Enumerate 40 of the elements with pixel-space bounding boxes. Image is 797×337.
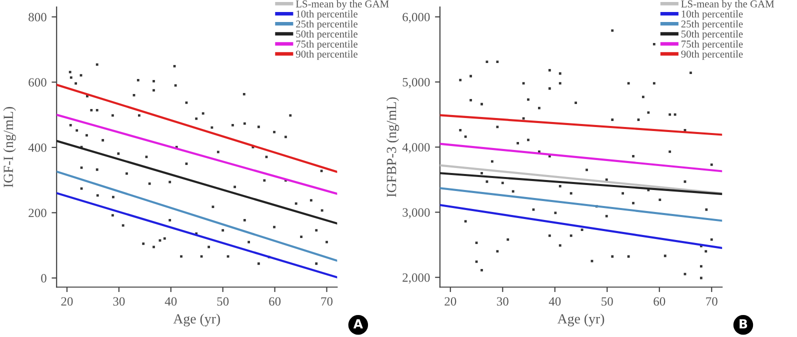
legend-label: LS-mean by the GAM: [681, 0, 774, 10]
x-tick-label: 50: [602, 297, 613, 306]
legend-label: 90th percentile: [296, 50, 358, 60]
y-tick-label: 800: [28, 12, 46, 22]
text: B: [740, 319, 748, 328]
legend-label: 50th percentile: [682, 30, 743, 40]
x-tick-label: 20: [444, 297, 456, 306]
legend-label: 10th percentile: [296, 10, 358, 20]
x-axis-title: Age (yr): [557, 314, 604, 326]
x-tick-label: 50: [217, 297, 229, 306]
y-tick-label: 200: [28, 208, 46, 218]
legend-label: 90th percentile: [681, 50, 743, 60]
y-tick-label: 0: [41, 274, 46, 282]
y-tick-label: 5,000: [402, 78, 430, 88]
x-tick-label: 70: [706, 297, 718, 306]
legend-label: 25th percentile: [681, 20, 743, 30]
legend-label: 75th percentile: [296, 40, 358, 50]
x-tick-label: 70: [321, 297, 333, 306]
y-tick-label: 4,000: [402, 143, 430, 154]
y-tick-label: 400: [28, 143, 46, 152]
x-tick-label: 30: [113, 297, 125, 306]
x-axis-title: Age (yr): [173, 314, 220, 326]
legend-label: LS-mean by the GAM: [296, 0, 389, 10]
legend-label: 25th percentile: [296, 20, 358, 30]
y-tick-label: 3,000: [402, 208, 430, 218]
x-tick-label: 40: [164, 297, 177, 306]
y-axis-title: IGF-I (ng/mL): [3, 107, 16, 188]
x-tick-label: 30: [496, 297, 508, 306]
x-tick-label: 20: [61, 297, 73, 306]
y-axis-title: IGFBP-3 (ng/mL): [386, 97, 400, 197]
x-tick-label: 60: [654, 297, 666, 306]
text: A: [353, 319, 363, 328]
legend-label: 75th percentile: [682, 40, 743, 50]
legend-label: 50th percentile: [296, 30, 358, 40]
legend-label: 10th percentile: [682, 10, 743, 20]
y-tick-label: 6,000: [402, 12, 430, 24]
y-tick-label: 2,000: [402, 273, 430, 284]
x-tick-label: 40: [548, 297, 561, 306]
y-tick-label: 600: [28, 78, 46, 87]
x-tick-label: 60: [269, 297, 281, 306]
